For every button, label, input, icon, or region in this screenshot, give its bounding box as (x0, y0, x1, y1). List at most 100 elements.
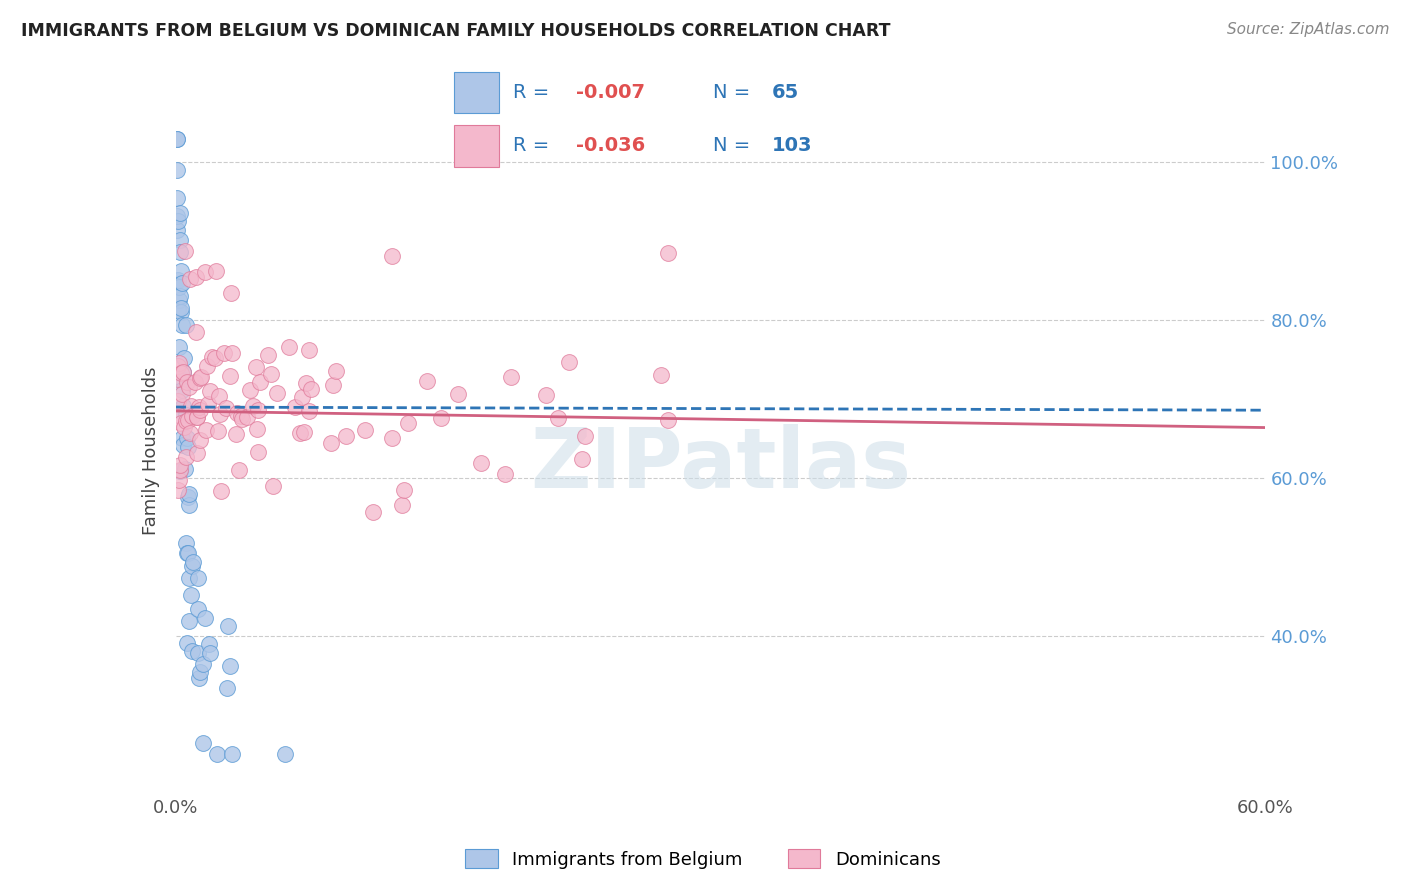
Point (181, 409, 204, 423)
Point (186, 410, 208, 425)
Point (172, 365, 194, 379)
Point (167, 403, 190, 417)
Point (246, 403, 269, 417)
Point (177, 440, 200, 454)
Point (292, 425, 315, 440)
Point (193, 736, 215, 750)
Point (176, 546, 198, 560)
Point (221, 747, 243, 762)
Point (381, 431, 404, 445)
Point (170, 264, 193, 278)
Point (256, 348, 278, 362)
Point (221, 345, 243, 359)
Point (197, 397, 219, 411)
Point (298, 404, 321, 418)
Text: ZIPatlas: ZIPatlas (530, 424, 911, 505)
Point (184, 269, 207, 284)
Point (260, 367, 283, 381)
Point (170, 372, 193, 386)
Point (173, 244, 195, 259)
Point (170, 366, 193, 380)
Point (534, 388, 557, 402)
Point (173, 351, 195, 365)
Point (166, 131, 188, 145)
Point (191, 657, 214, 671)
Point (392, 483, 415, 497)
Point (177, 413, 200, 427)
Point (170, 383, 193, 397)
Point (291, 390, 314, 404)
Point (166, 393, 188, 408)
Point (274, 747, 297, 762)
Text: R =: R = (513, 83, 555, 102)
Point (236, 409, 259, 424)
Point (166, 483, 188, 497)
Point (209, 483, 232, 498)
Point (494, 467, 516, 481)
Point (172, 431, 194, 445)
Point (217, 681, 239, 696)
Point (167, 473, 190, 487)
Point (198, 384, 221, 398)
Point (166, 408, 188, 422)
Text: -0.007: -0.007 (575, 83, 644, 102)
Point (363, 505, 385, 519)
Point (571, 452, 593, 467)
Y-axis label: Family Households: Family Households (142, 367, 160, 534)
Point (179, 615, 201, 629)
Point (177, 546, 200, 560)
Point (184, 375, 207, 389)
Point (166, 162, 188, 177)
Point (186, 571, 208, 585)
Point (169, 289, 191, 303)
Point (170, 318, 193, 332)
Legend: Immigrants from Belgium, Dominicans: Immigrants from Belgium, Dominicans (458, 842, 948, 876)
Point (169, 463, 191, 477)
Point (430, 410, 453, 425)
Point (574, 429, 596, 443)
Point (205, 264, 228, 278)
Point (226, 406, 249, 420)
Point (277, 340, 299, 354)
Point (186, 446, 208, 460)
Point (194, 611, 217, 625)
Point (167, 302, 190, 317)
Point (501, 370, 523, 384)
Point (167, 280, 190, 294)
Point (381, 249, 404, 263)
Point (288, 425, 311, 440)
Point (170, 305, 193, 319)
Point (322, 377, 344, 392)
Point (198, 637, 221, 651)
Point (177, 491, 200, 505)
FancyBboxPatch shape (454, 71, 499, 113)
Point (166, 372, 188, 386)
Point (187, 400, 209, 414)
Point (657, 245, 679, 260)
Point (188, 671, 211, 685)
Point (218, 658, 240, 673)
Point (325, 363, 347, 377)
Text: R =: R = (513, 136, 555, 155)
Point (174, 450, 197, 464)
Point (547, 411, 569, 425)
Point (174, 408, 197, 422)
Point (239, 383, 262, 397)
Point (195, 359, 218, 373)
Point (180, 587, 202, 601)
Point (167, 214, 190, 228)
Point (172, 400, 194, 414)
Point (416, 374, 439, 388)
FancyBboxPatch shape (454, 125, 499, 167)
Point (170, 387, 193, 401)
Point (262, 479, 284, 493)
Point (228, 462, 250, 476)
Point (167, 302, 190, 317)
Point (176, 636, 198, 650)
Point (173, 419, 195, 434)
Text: -0.036: -0.036 (575, 136, 645, 155)
Point (169, 356, 191, 370)
Point (299, 382, 322, 396)
Point (204, 351, 226, 366)
Point (166, 273, 188, 287)
